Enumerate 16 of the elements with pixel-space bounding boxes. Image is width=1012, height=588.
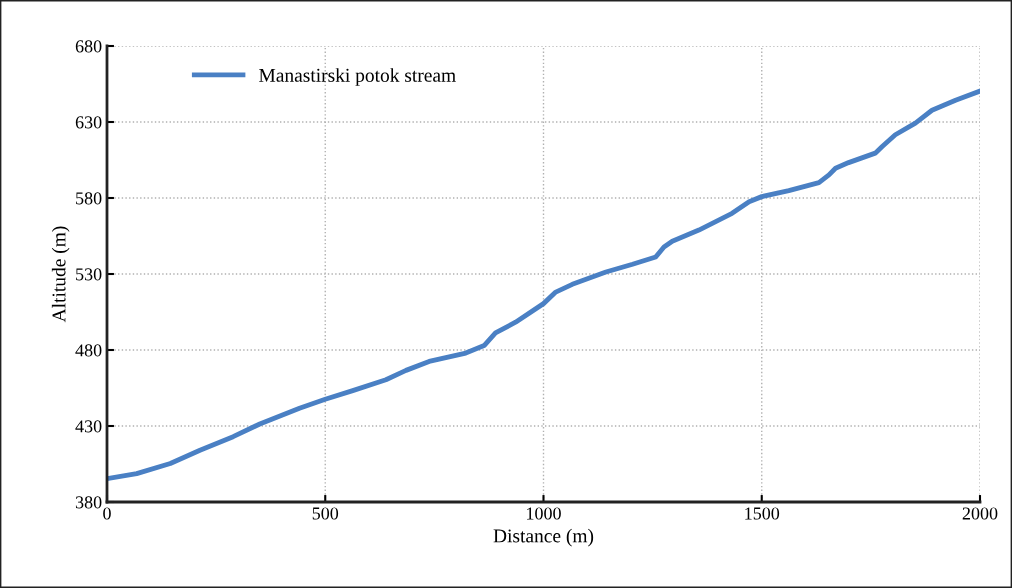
y-tick-label: 580 xyxy=(76,192,102,205)
y-tick-label: 680 xyxy=(75,40,102,53)
x-tick-label: 1000 xyxy=(527,507,561,520)
line-series xyxy=(107,88,980,482)
x-tick-label: 0 xyxy=(103,507,111,520)
x-tick-label: 2000 xyxy=(962,507,998,520)
x-tick-label: 500 xyxy=(312,507,339,520)
legend-label: Manastirski potok stream xyxy=(259,68,456,86)
x-tick-label: 1500 xyxy=(745,507,780,520)
y-tick-label: 480 xyxy=(75,344,102,357)
y-tick-label: 430 xyxy=(75,420,102,433)
x-axis-title: Distance (m) xyxy=(493,528,594,547)
y-axis-title: Altitude (m) xyxy=(51,226,70,323)
y-tick-label: 630 xyxy=(75,116,102,129)
y-tick-label: 530 xyxy=(76,268,102,281)
y-tick-label: 380 xyxy=(75,496,102,509)
